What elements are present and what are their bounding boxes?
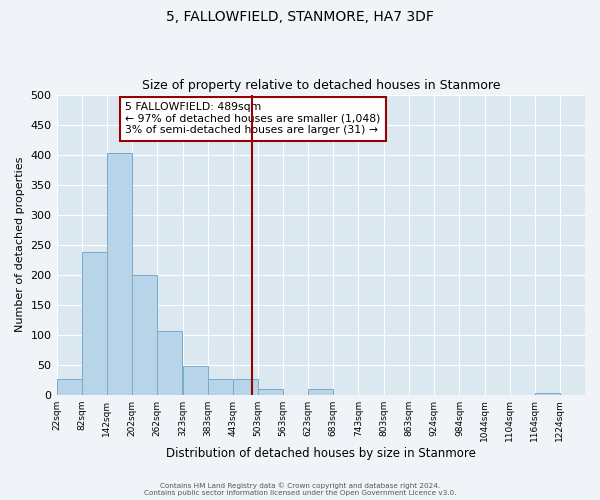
Bar xyxy=(208,379,233,394)
Bar xyxy=(308,388,334,394)
Bar xyxy=(157,331,182,394)
Text: 5 FALLOWFIELD: 489sqm
← 97% of detached houses are smaller (1,048)
3% of semi-de: 5 FALLOWFIELD: 489sqm ← 97% of detached … xyxy=(125,102,380,136)
Bar xyxy=(258,388,283,394)
Bar xyxy=(132,275,157,394)
Bar xyxy=(56,379,82,394)
Bar xyxy=(535,393,560,394)
Text: 5, FALLOWFIELD, STANMORE, HA7 3DF: 5, FALLOWFIELD, STANMORE, HA7 3DF xyxy=(166,10,434,24)
X-axis label: Distribution of detached houses by size in Stanmore: Distribution of detached houses by size … xyxy=(166,447,476,460)
Bar xyxy=(233,379,258,394)
Text: Contains HM Land Registry data © Crown copyright and database right 2024.: Contains HM Land Registry data © Crown c… xyxy=(160,482,440,489)
Text: Contains public sector information licensed under the Open Government Licence v3: Contains public sector information licen… xyxy=(144,490,456,496)
Bar xyxy=(107,153,132,394)
Bar xyxy=(182,366,208,394)
Y-axis label: Number of detached properties: Number of detached properties xyxy=(15,157,25,332)
Bar xyxy=(82,252,107,394)
Title: Size of property relative to detached houses in Stanmore: Size of property relative to detached ho… xyxy=(142,79,500,92)
